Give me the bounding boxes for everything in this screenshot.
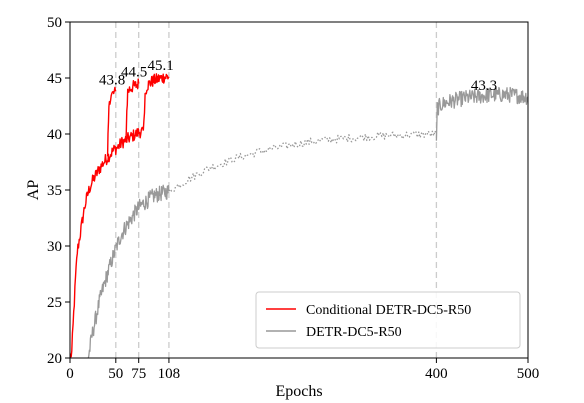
y-axis-ticks: 20 25 30 35 40 45 50 [47,15,70,367]
x-axis-label: Epochs [275,383,322,400]
x-tick-label-1: 50 [108,366,123,382]
x-tick-label-5: 500 [517,366,540,382]
series-line-0 [70,127,143,358]
series-line-4 [88,185,169,358]
x-axis-ticks: 0 50 75 108 400 500 [66,358,539,382]
y-tick-label-5: 45 [47,71,62,87]
series-line-6 [436,88,528,141]
y-tick-label-0: 20 [47,351,62,367]
x-tick-label-2: 75 [131,366,146,382]
x-tick-label-0: 0 [66,366,74,382]
y-tick-label-1: 25 [47,295,62,311]
series-line-5 [169,131,437,192]
series-line-3 [143,74,169,131]
legend-label-1: DETR-DC5-R50 [306,325,402,340]
annotation-2: 45.1 [148,58,174,74]
annotation-3: 43.3 [471,78,497,94]
annotation-1: 44.5 [121,65,147,81]
y-tick-label-4: 40 [47,127,62,143]
legend: Conditional DETR-DC5-R50 DETR-DC5-R50 [256,292,520,348]
y-tick-label-2: 30 [47,239,62,255]
y-tick-label-3: 35 [47,183,62,199]
y-tick-label-6: 50 [47,15,62,31]
x-tick-label-3: 108 [158,366,181,382]
y-axis-label: AP [25,180,42,201]
legend-label-0: Conditional DETR-DC5-R50 [306,303,471,318]
x-tick-label-4: 400 [425,366,448,382]
